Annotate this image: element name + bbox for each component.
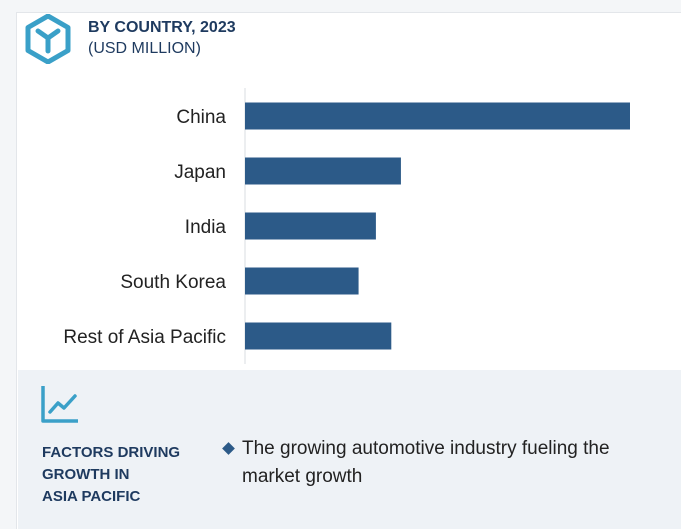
bar xyxy=(245,102,630,130)
category-label: Japan xyxy=(174,162,226,183)
factor-item: The growing automotive industry fueling … xyxy=(222,435,662,491)
category-label: Rest of Asia Pacific xyxy=(63,327,226,348)
bar-chart: China Japan India South Korea Rest of Asia P… xyxy=(63,88,630,364)
factor-item-text: The growing automotive industry fueling … xyxy=(242,438,610,487)
factors-title: FACTORS DRIVING GROWTH IN ASIA PACIFIC xyxy=(42,442,180,508)
chart-subtitle: (USD MILLION) xyxy=(88,40,201,57)
bar xyxy=(245,267,359,295)
diamond-bullet-icon xyxy=(222,442,235,455)
bar xyxy=(245,322,392,350)
category-label: India xyxy=(185,217,227,238)
factors-title-line: GROWTH IN xyxy=(42,466,130,483)
chart-title: BY COUNTRY, 2023 xyxy=(88,19,236,36)
trend-line-icon xyxy=(41,386,78,423)
bar xyxy=(245,212,376,240)
factors-panel: FACTORS DRIVING GROWTH IN ASIA PACIFIC T… xyxy=(18,370,681,529)
factors-title-line: FACTORS DRIVING xyxy=(42,444,181,461)
cube-y-icon xyxy=(25,14,71,64)
category-label: China xyxy=(176,107,226,128)
factors-title-line: ASIA PACIFIC xyxy=(42,488,141,505)
category-label: South Korea xyxy=(120,272,226,293)
bar xyxy=(245,157,401,185)
